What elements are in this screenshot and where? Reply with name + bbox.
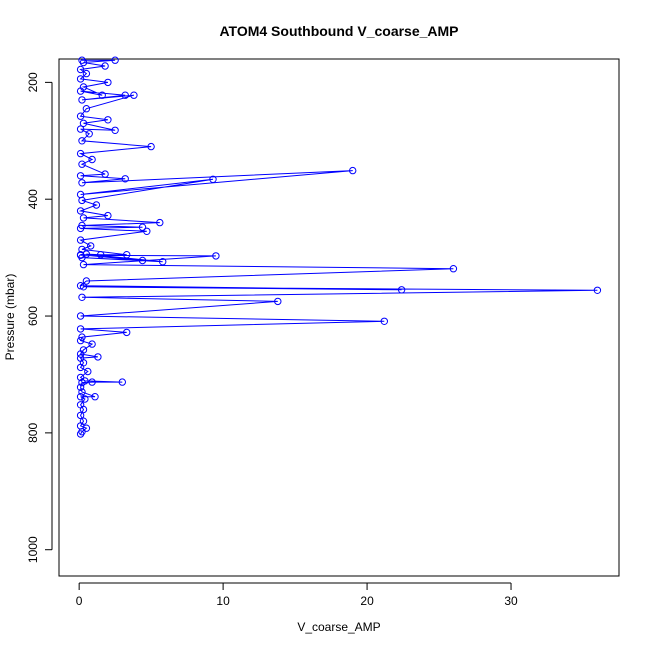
data-point bbox=[78, 179, 86, 187]
data-point bbox=[79, 417, 88, 425]
data-point bbox=[85, 130, 93, 138]
data-point bbox=[156, 218, 164, 227]
data-point bbox=[76, 190, 85, 199]
x-axis: 0 10 20 30 bbox=[76, 582, 518, 608]
data-point bbox=[78, 245, 86, 254]
data-point bbox=[397, 286, 406, 294]
x-tick-label: 20 bbox=[360, 594, 374, 608]
data-point bbox=[79, 83, 88, 91]
data-point bbox=[138, 256, 147, 265]
data-point bbox=[212, 252, 220, 260]
data-point bbox=[94, 353, 102, 361]
data-point bbox=[111, 56, 119, 64]
data-point bbox=[82, 250, 91, 258]
data-point bbox=[97, 251, 105, 259]
data-point bbox=[76, 172, 85, 180]
chart-title: ATOM4 Southbound V_coarse_AMP bbox=[219, 23, 458, 39]
data-point bbox=[76, 373, 85, 382]
data-point bbox=[76, 354, 85, 362]
data-point bbox=[88, 155, 96, 164]
data-point bbox=[274, 297, 282, 306]
data-point bbox=[76, 112, 85, 120]
data-point bbox=[111, 126, 119, 135]
data-point bbox=[78, 160, 86, 168]
data-point bbox=[76, 336, 85, 345]
data-point bbox=[88, 340, 96, 348]
data-point bbox=[101, 62, 109, 70]
data-point bbox=[76, 236, 85, 244]
data-point bbox=[78, 56, 86, 64]
data-point bbox=[121, 91, 129, 99]
data-point bbox=[104, 116, 112, 124]
data-point bbox=[92, 201, 101, 209]
y-tick-label: 200 bbox=[26, 72, 40, 92]
data-point bbox=[79, 214, 88, 222]
data-point bbox=[147, 142, 155, 151]
data-point bbox=[79, 346, 88, 354]
data-point bbox=[81, 395, 89, 403]
data-point bbox=[88, 378, 96, 386]
data-point bbox=[82, 105, 91, 113]
data-point bbox=[380, 317, 388, 325]
data-point bbox=[82, 69, 91, 78]
y-tick-label: 800 bbox=[26, 423, 40, 443]
data-point bbox=[76, 312, 85, 320]
data-point bbox=[143, 227, 151, 236]
data-point bbox=[76, 149, 85, 158]
data-point bbox=[78, 96, 86, 104]
data-point bbox=[349, 166, 357, 175]
y-tick-label: 1000 bbox=[26, 536, 40, 563]
plot-area bbox=[76, 56, 602, 438]
data-point bbox=[78, 333, 86, 341]
data-point bbox=[76, 325, 85, 333]
data-point bbox=[76, 125, 85, 133]
data-point bbox=[76, 282, 85, 290]
y-tick-label: 400 bbox=[26, 189, 40, 209]
data-point bbox=[123, 328, 131, 337]
x-tick-label: 30 bbox=[504, 594, 518, 608]
data-point bbox=[118, 378, 127, 386]
data-point bbox=[76, 401, 85, 409]
y-axis-label: Pressure (mbar) bbox=[3, 274, 17, 361]
data-point bbox=[76, 65, 85, 74]
data-point bbox=[76, 207, 85, 215]
data-point bbox=[87, 242, 95, 250]
data-point bbox=[76, 251, 85, 259]
data-point bbox=[449, 265, 458, 273]
data-point bbox=[209, 175, 217, 184]
data-point bbox=[76, 75, 85, 83]
y-tick-label: 600 bbox=[26, 306, 40, 326]
y-axis: 200 400 600 800 1000 bbox=[26, 72, 53, 563]
data-point bbox=[82, 277, 91, 285]
data-point bbox=[104, 211, 112, 220]
x-axis-label: V_coarse_AMP bbox=[297, 620, 380, 634]
data-point bbox=[159, 258, 167, 266]
data-point bbox=[76, 393, 85, 401]
series-line bbox=[78, 59, 598, 435]
data-point bbox=[123, 251, 131, 259]
x-tick-label: 0 bbox=[76, 594, 83, 608]
data-point bbox=[101, 170, 109, 178]
data-point bbox=[76, 411, 85, 420]
data-point bbox=[593, 286, 602, 294]
data-point bbox=[76, 383, 85, 391]
data-point bbox=[78, 293, 86, 301]
data-point bbox=[98, 91, 106, 99]
data-point bbox=[138, 223, 147, 231]
data-point bbox=[84, 367, 92, 376]
data-point bbox=[79, 260, 88, 269]
plot-border bbox=[58, 58, 620, 577]
data-point bbox=[104, 78, 112, 87]
data-point bbox=[121, 175, 129, 183]
data-point bbox=[78, 137, 86, 145]
data-point bbox=[78, 221, 86, 230]
x-tick-label: 10 bbox=[216, 594, 230, 608]
data-point bbox=[130, 91, 138, 99]
data-point bbox=[91, 393, 99, 401]
data-point bbox=[79, 119, 88, 128]
data-point bbox=[78, 388, 86, 396]
